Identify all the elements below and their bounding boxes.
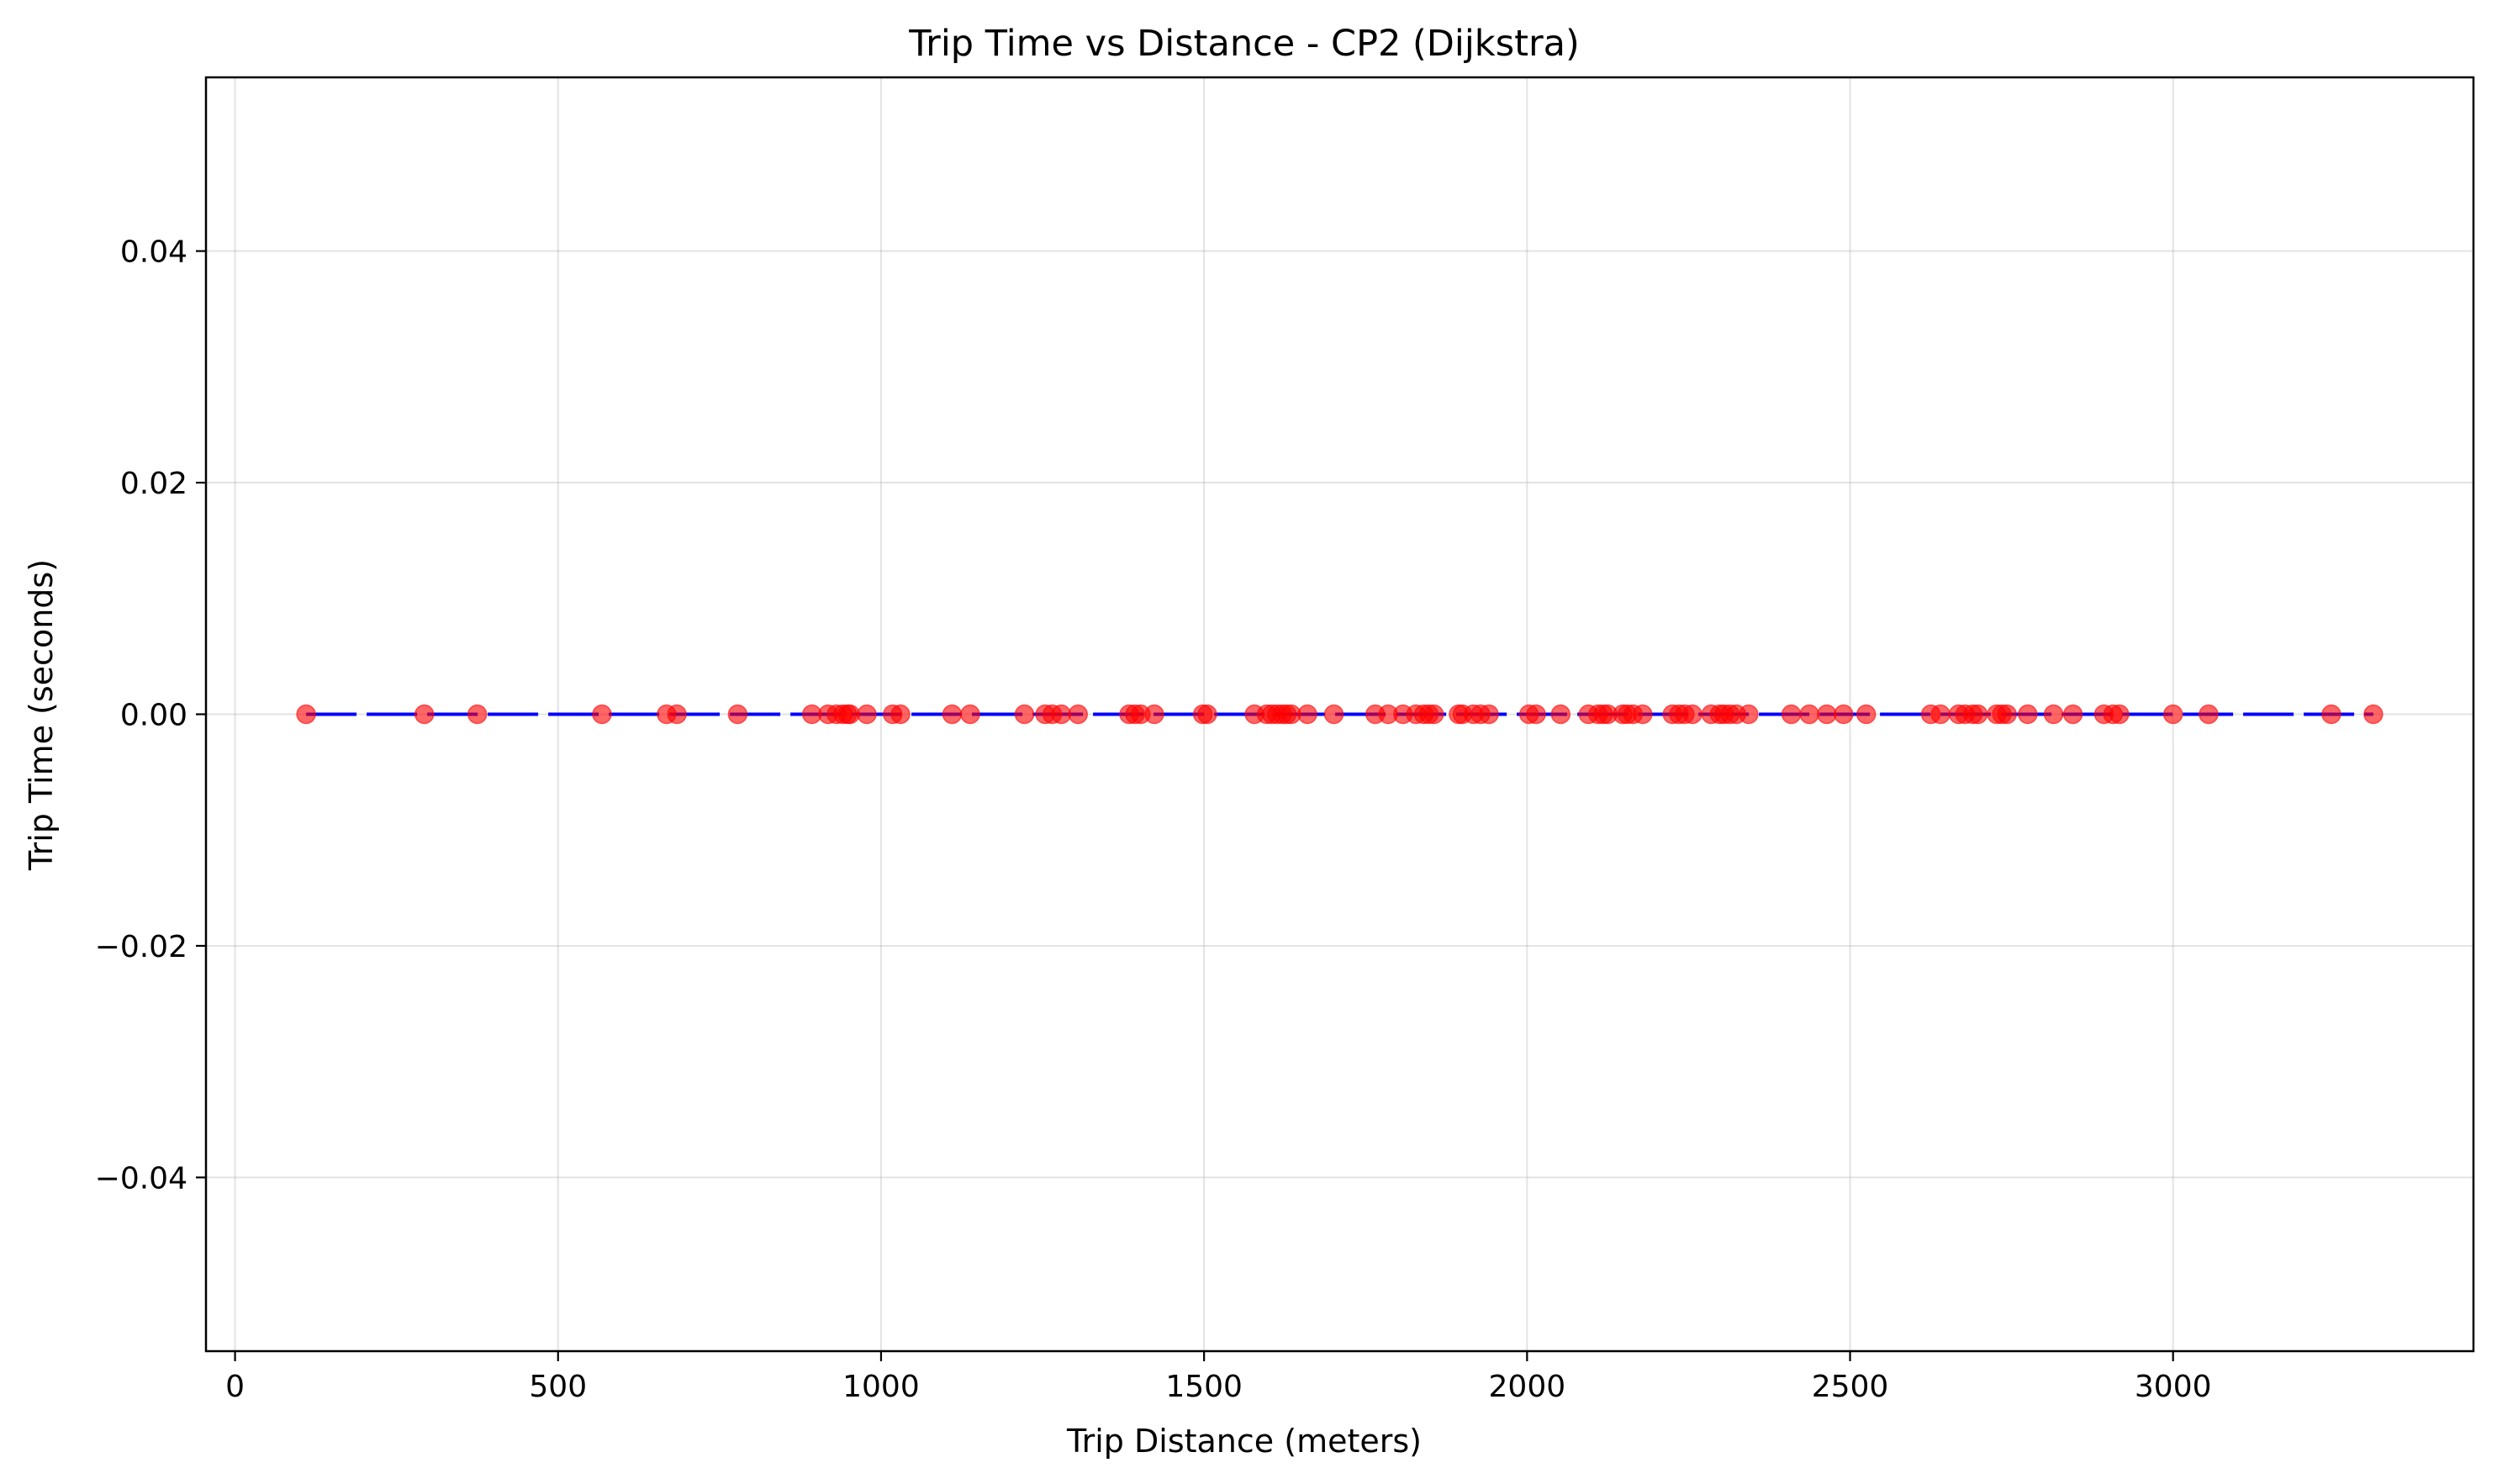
y-tick-label: −0.04 — [95, 1161, 187, 1196]
data-point — [2062, 704, 2083, 725]
data-point — [1550, 704, 1571, 725]
data-point — [592, 704, 612, 725]
x-tick-label: 0 — [225, 1370, 245, 1404]
y-tick-label: 0.00 — [120, 699, 187, 733]
data-point — [2199, 704, 2219, 725]
data-point — [857, 704, 877, 725]
y-tick-label: 0.04 — [120, 235, 187, 270]
data-point — [1997, 704, 2017, 725]
y-tick-label: −0.02 — [95, 930, 187, 964]
data-point — [414, 704, 435, 725]
data-point — [960, 704, 980, 725]
data-point — [467, 704, 488, 725]
data-point — [727, 704, 748, 725]
x-tick-label: 1500 — [1165, 1370, 1243, 1404]
x-tick-label: 3000 — [2135, 1370, 2212, 1404]
data-point — [2162, 704, 2183, 725]
data-point — [1930, 704, 1951, 725]
data-point — [2363, 704, 2384, 725]
data-point — [840, 704, 860, 725]
chart-title: Trip Time vs Distance - CP2 (Dijkstra) — [908, 23, 1580, 65]
data-point — [1479, 704, 1499, 725]
x-tick-label: 1000 — [842, 1370, 920, 1404]
data-point — [890, 704, 911, 725]
y-axis-label: Trip Time (seconds) — [23, 559, 60, 871]
y-axis-ticks: 0.04 0.02 0.00 −0.02 −0.04 — [95, 235, 206, 1196]
data-point — [296, 704, 316, 725]
data-point — [667, 704, 687, 725]
data-point — [1423, 704, 1444, 725]
x-axis-ticks: 0 500 1000 1500 2000 2500 3000 — [225, 1351, 2212, 1404]
data-point — [1799, 704, 1819, 725]
x-tick-label: 2000 — [1489, 1370, 1566, 1404]
x-axis-label: Trip Distance (meters) — [1066, 1423, 1422, 1460]
data-point — [1817, 704, 1837, 725]
data-point — [1781, 704, 1802, 725]
data-point — [2043, 704, 2064, 725]
x-tick-label: 500 — [529, 1370, 587, 1404]
data-point — [2018, 704, 2038, 725]
data-point — [1014, 704, 1035, 725]
data-point — [1144, 704, 1164, 725]
data-point — [942, 704, 963, 725]
data-point — [1739, 704, 1759, 725]
y-tick-label: 0.02 — [120, 467, 187, 501]
data-point — [1526, 704, 1546, 725]
data-point — [2321, 704, 2341, 725]
data-point — [1068, 704, 1089, 725]
data-point — [1633, 704, 1653, 725]
x-tick-label: 2500 — [1812, 1370, 1889, 1404]
data-point — [1323, 704, 1344, 725]
data-points — [296, 704, 2384, 725]
data-point — [1856, 704, 1877, 725]
data-point — [1967, 704, 1988, 725]
data-point — [2109, 704, 2130, 725]
data-point — [1834, 704, 1854, 725]
data-point — [1297, 704, 1317, 725]
data-point — [1051, 704, 1072, 725]
data-point — [1197, 704, 1217, 725]
data-point — [1682, 704, 1702, 725]
